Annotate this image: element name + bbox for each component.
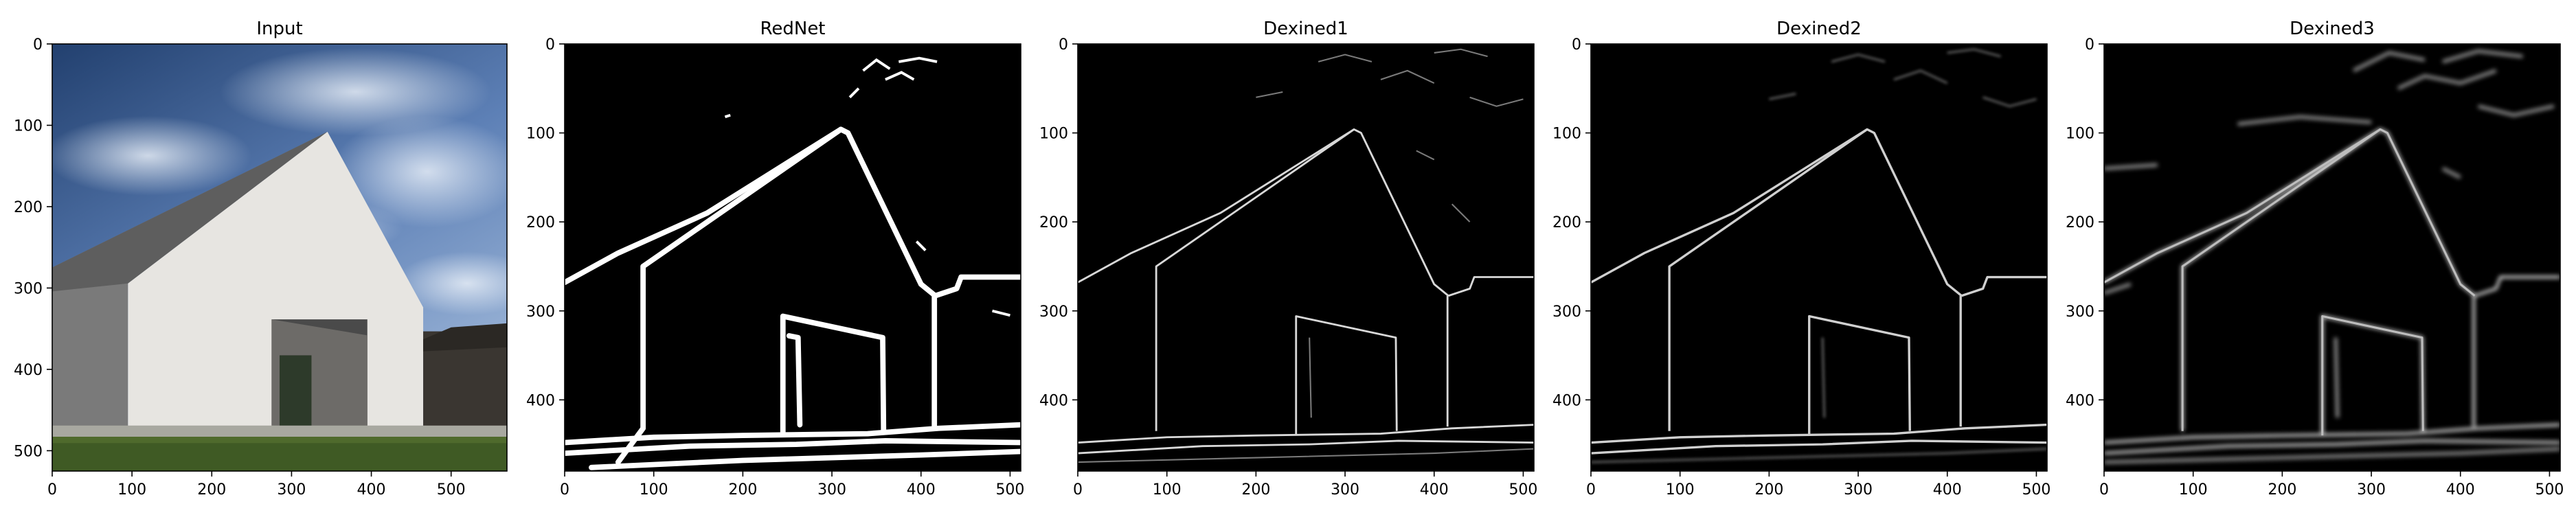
panel-dexined2: Dexined2 0 100 200 300 4 <box>1552 19 2050 499</box>
axes-frame <box>1077 43 1535 472</box>
x-tick-label: 400 <box>1933 481 1962 499</box>
dexined2-edge-map <box>1591 44 2047 471</box>
axes-frame <box>1590 43 2048 472</box>
x-tick-label: 300 <box>277 481 306 499</box>
x-tick-label: 0 <box>1073 481 1083 499</box>
panel-title: Dexined3 <box>2290 19 2375 39</box>
x-tick-label: 400 <box>1420 481 1449 499</box>
dexined1-edge-map <box>1078 44 1534 471</box>
x-tick-label: 200 <box>197 481 226 499</box>
y-tick-label: 200 <box>1039 214 1068 231</box>
y-tick-label: 400 <box>526 392 555 409</box>
x-tick-label: 400 <box>2446 481 2475 499</box>
x-tick-label: 0 <box>47 481 57 499</box>
y-tick-label: 400 <box>1039 392 1068 409</box>
x-tick-label: 500 <box>2535 481 2564 499</box>
y-tick-label: 0 <box>1572 36 1581 54</box>
x-tick-label: 200 <box>1754 481 1783 499</box>
x-tick-label: 200 <box>728 481 757 499</box>
axis-ticks: 0 100 200 300 400 500 0 100 200 300 400 <box>1552 36 2050 499</box>
y-tick-label: 100 <box>1552 126 1581 143</box>
x-tick-label: 0 <box>1586 481 1596 499</box>
y-tick-label: 100 <box>14 117 43 135</box>
y-tick-label: 300 <box>2066 304 2094 321</box>
y-tick-label: 0 <box>545 36 555 54</box>
panel-dexined3: Dexined3 <box>2066 19 2564 499</box>
x-tick-label: 500 <box>437 481 466 499</box>
y-tick-label: 0 <box>33 36 43 54</box>
x-tick-label: 400 <box>907 481 936 499</box>
x-tick-label: 0 <box>560 481 569 499</box>
x-tick-label: 300 <box>1844 481 1873 499</box>
x-tick-label: 100 <box>640 481 668 499</box>
x-tick-label: 500 <box>2022 481 2050 499</box>
panel-rednet: RedNet <box>526 19 1024 499</box>
input-image <box>52 44 507 471</box>
y-tick-label: 100 <box>526 126 555 143</box>
y-tick-label: 200 <box>1552 214 1581 231</box>
x-tick-label: 100 <box>117 481 146 499</box>
y-tick-label: 100 <box>2066 126 2094 143</box>
axis-ticks: 0 100 200 300 400 500 0 100 200 300 400 <box>1039 36 1537 499</box>
axis-ticks: 0 100 200 300 400 500 0 100 200 300 400 <box>2066 36 2564 499</box>
x-tick-label: 500 <box>995 481 1024 499</box>
y-tick-label: 200 <box>526 214 555 231</box>
y-tick-label: 200 <box>14 199 43 216</box>
x-tick-label: 100 <box>1666 481 1695 499</box>
panel-title: Dexined2 <box>1776 19 1862 39</box>
dexined3-edge-map <box>2104 44 2560 471</box>
x-tick-label: 500 <box>1509 481 1537 499</box>
x-tick-label: 200 <box>2268 481 2296 499</box>
y-tick-label: 0 <box>1059 36 1068 54</box>
y-tick-label: 0 <box>2085 36 2094 54</box>
axes-frame <box>2103 43 2561 472</box>
y-tick-label: 500 <box>14 443 43 460</box>
x-tick-label: 100 <box>2179 481 2208 499</box>
panel-title: Dexined1 <box>1263 19 1348 39</box>
y-tick-label: 200 <box>2066 214 2094 231</box>
y-tick-label: 400 <box>14 362 43 379</box>
x-tick-label: 200 <box>1241 481 1270 499</box>
y-tick-label: 400 <box>1552 392 1581 409</box>
rednet-edge-map <box>565 44 1021 471</box>
x-tick-label: 300 <box>817 481 846 499</box>
y-tick-label: 300 <box>526 304 555 321</box>
y-tick-label: 300 <box>1039 304 1068 321</box>
x-tick-label: 400 <box>357 481 386 499</box>
axes-frame <box>564 43 1021 472</box>
x-tick-label: 100 <box>1153 481 1182 499</box>
x-tick-label: 300 <box>1331 481 1359 499</box>
panel-title: RedNet <box>760 19 825 39</box>
axis-ticks: 0 100 200 300 400 500 0 100 200 300 400 <box>526 36 1024 499</box>
axes-frame <box>52 43 508 472</box>
axis-ticks: 0 100 200 300 400 500 0 100 200 300 400 500 <box>14 36 466 499</box>
panel-dexined1: Dexined1 <box>1039 19 1537 499</box>
y-tick-label: 300 <box>1552 304 1581 321</box>
y-tick-label: 300 <box>14 280 43 297</box>
x-tick-label: 0 <box>2099 481 2109 499</box>
y-tick-label: 100 <box>1039 126 1068 143</box>
y-tick-label: 400 <box>2066 392 2094 409</box>
panel-title: Input <box>256 19 302 39</box>
x-tick-label: 300 <box>2357 481 2386 499</box>
